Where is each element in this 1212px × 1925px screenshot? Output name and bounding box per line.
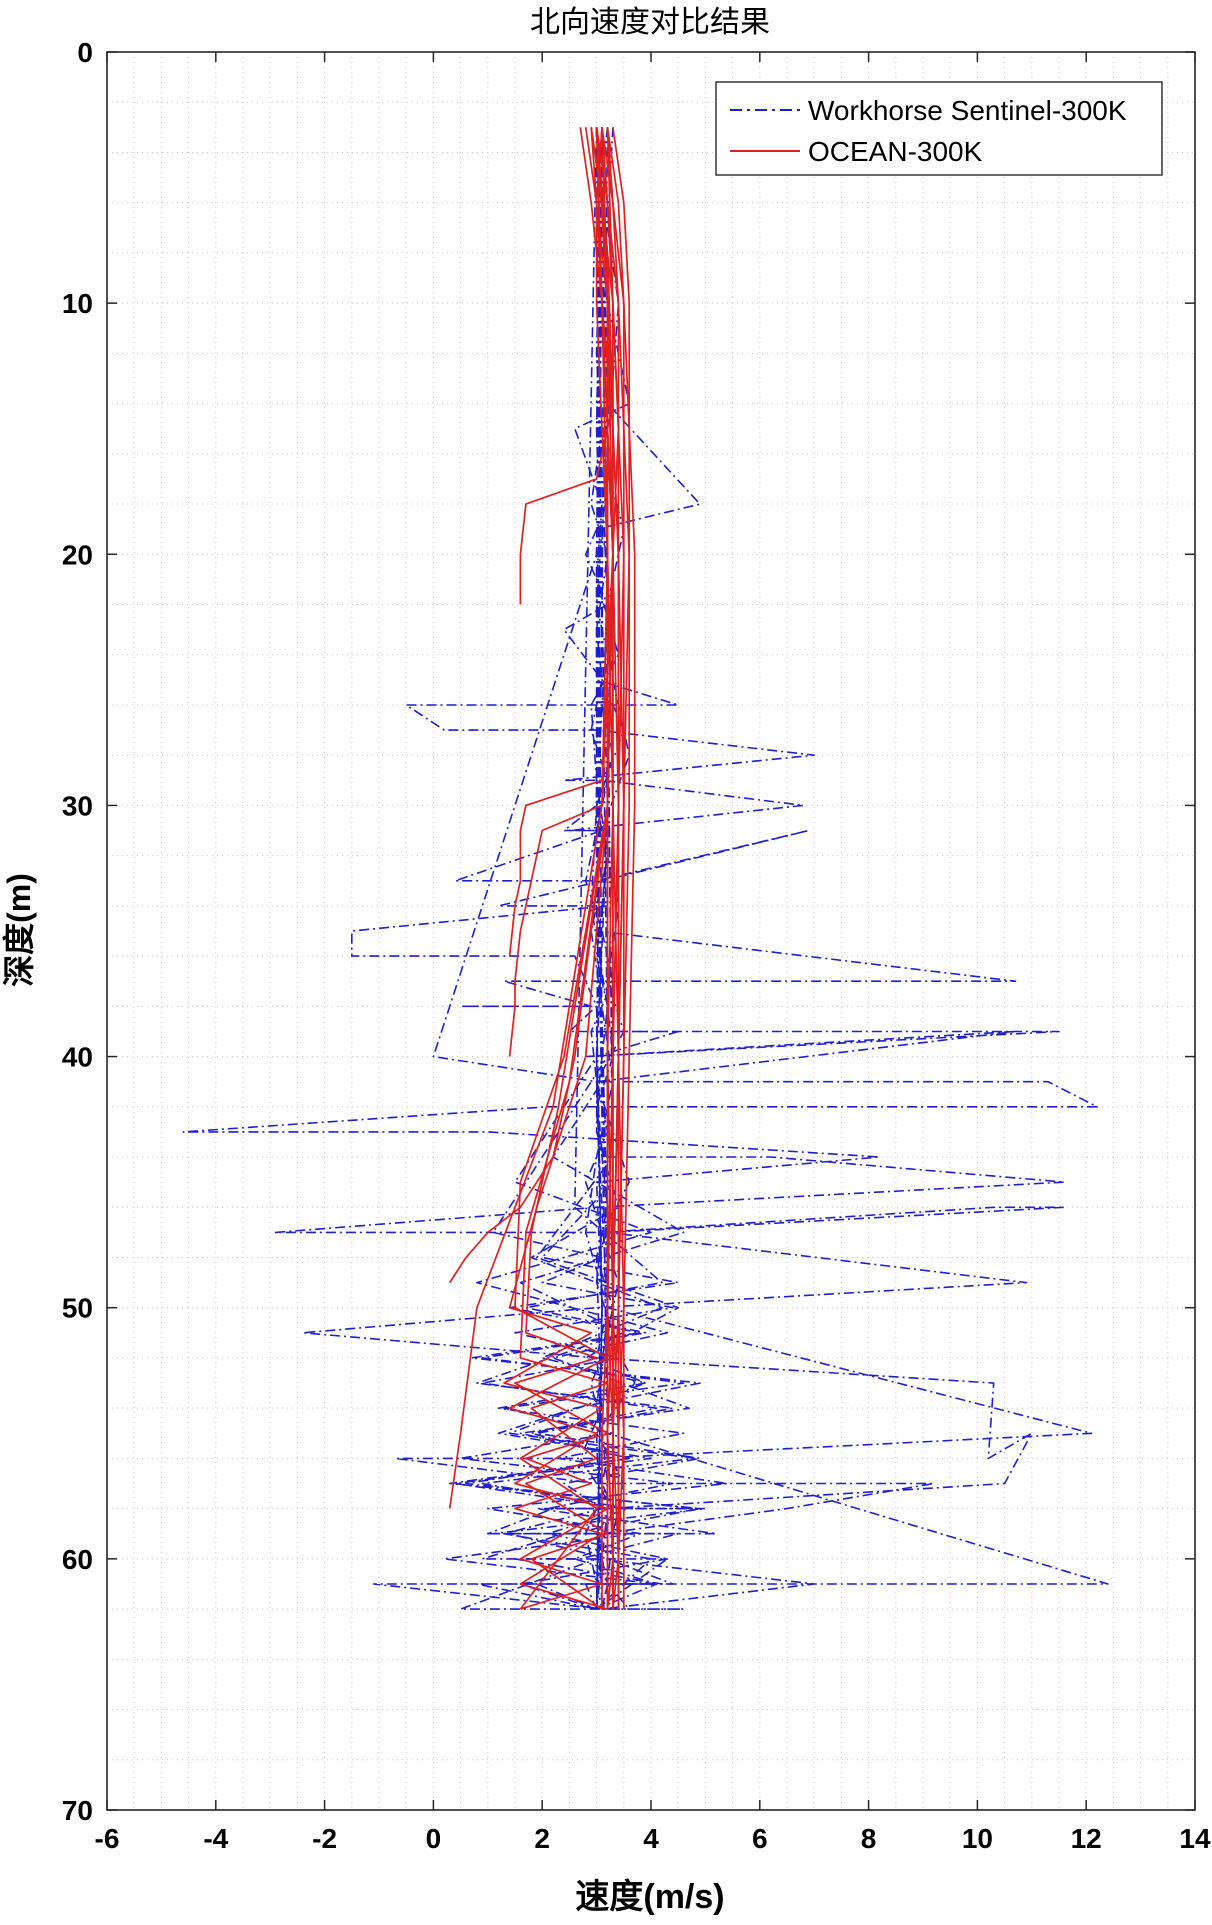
legend-label-ocean: OCEAN-300K [808,136,983,167]
workhorse-profile-line [476,127,701,1610]
x-tick-label: -2 [312,1823,337,1854]
x-tick-label: -4 [203,1823,228,1854]
x-tick-label: 12 [1071,1823,1102,1854]
x-tick-label: 2 [534,1823,550,1854]
ocean-profile-line [448,127,609,1509]
y-tick-label: 10 [62,288,93,319]
y-tick-label: 60 [62,1544,93,1575]
ocean-profile-line [595,127,625,1610]
ocean-profile-line [601,127,636,1610]
x-tick-label: 4 [643,1823,659,1854]
x-tick-label: 8 [861,1823,877,1854]
ocean-profile-line [519,127,614,1610]
ocean-profile-line [606,127,625,1610]
workhorse-profile-line [481,127,696,1610]
series-layer [182,127,1109,1610]
tick-layer: -6 -4 -2 0 2 4 6 8 10 12 14 0 10 20 30 40 50 60 70 [62,37,1211,1854]
y-tick-label: 40 [62,1042,93,1073]
legend-box [715,81,1163,176]
chart-title: 北向速度对比结果 [530,6,770,39]
x-tick-label: 0 [426,1823,442,1854]
x-tick-label: -6 [95,1823,120,1854]
y-axis-label: 深度(m) [1,873,37,987]
x-tick-label: 6 [752,1823,768,1854]
y-tick-label: 70 [62,1795,93,1826]
y-tick-label: 50 [62,1293,93,1324]
x-tick-label: 10 [962,1823,993,1854]
workhorse-profile-line [394,127,1093,1610]
y-tick-label: 30 [62,790,93,821]
x-tick-label: 14 [1179,1823,1211,1854]
legend-label-workhorse: Workhorse Sentinel-300K [808,95,1127,126]
y-tick-label: 20 [62,539,93,570]
workhorse-profile-line [372,127,1109,1610]
ocean-profile-line [514,127,609,1610]
workhorse-profile-line [350,127,810,1610]
y-tick-label: 0 [77,37,93,68]
legend: Workhorse Sentinel-300K OCEAN-300K [715,81,1163,176]
workhorse-profile-line [274,127,1066,1610]
workhorse-profile-line [459,127,1017,1610]
ocean-profile-line [519,127,614,605]
x-axis-label: 速度(m/s) [575,1878,724,1916]
